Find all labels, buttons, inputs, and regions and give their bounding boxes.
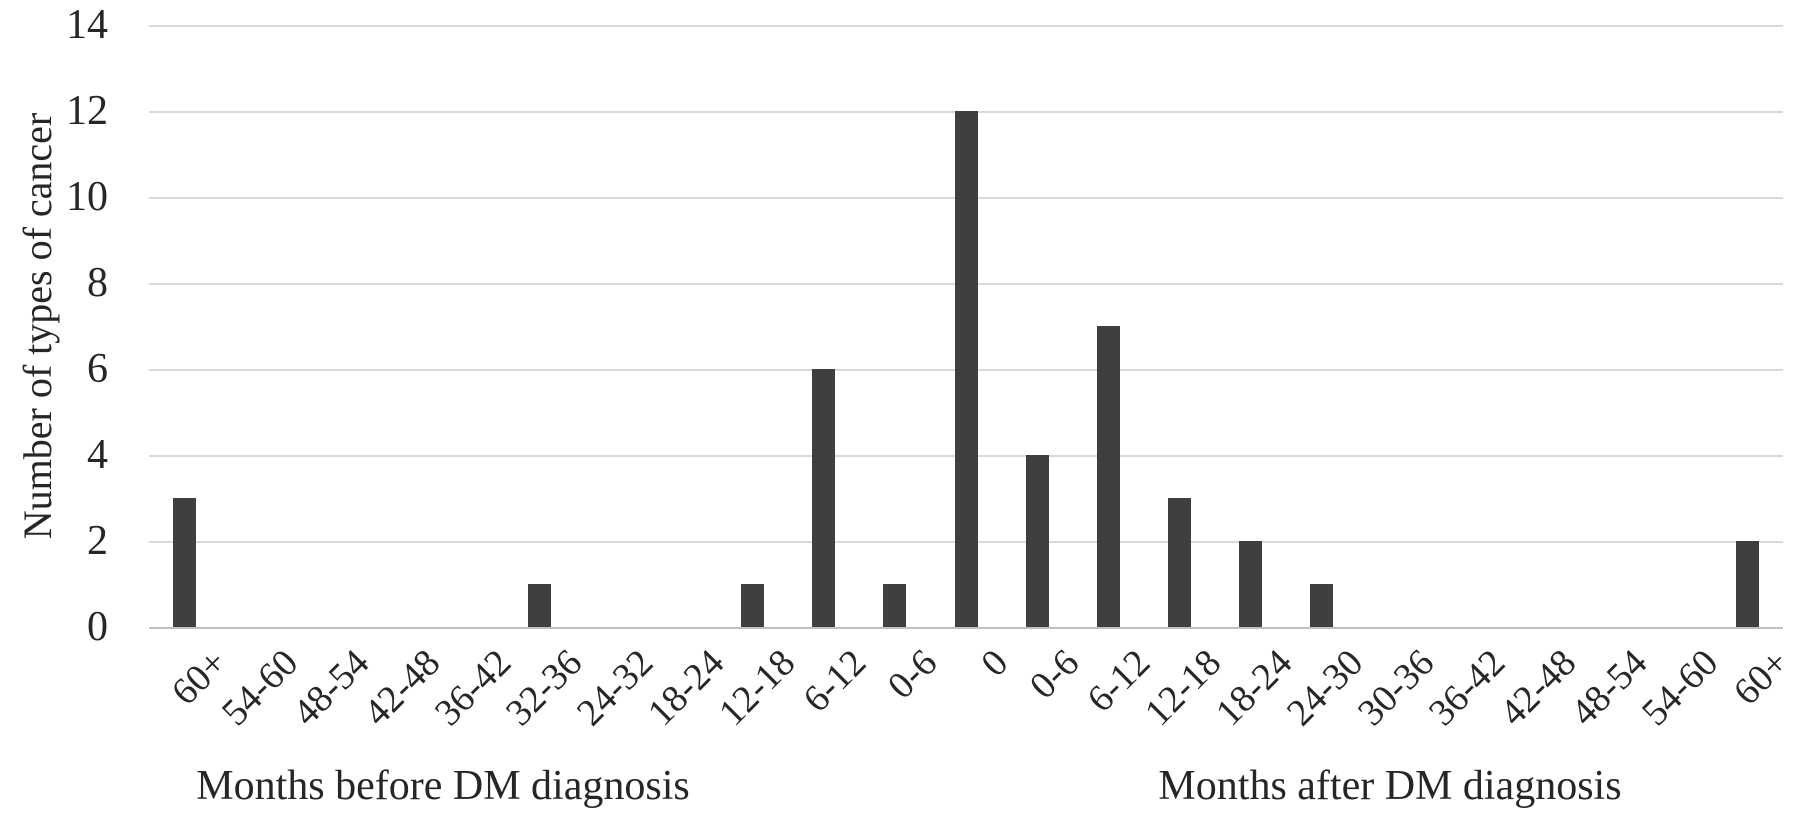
bar xyxy=(173,498,197,627)
x-axis-tick-label: 0-6 xyxy=(1021,641,1088,708)
x-axis-tick-label: 42-48 xyxy=(1492,641,1585,734)
x-axis-tick-label: 18-24 xyxy=(1208,641,1301,734)
bar xyxy=(528,584,552,627)
x-axis-tick-label: 60+ xyxy=(1726,641,1795,714)
bar xyxy=(812,369,836,627)
x-axis-tick-label: 48-54 xyxy=(284,641,377,734)
bar xyxy=(1167,498,1191,627)
x-axis-tick-label: 24-32 xyxy=(568,641,662,734)
gridline xyxy=(149,25,1783,27)
x-axis-line xyxy=(149,627,1783,629)
x-axis-tick-label: 12-18 xyxy=(710,641,804,734)
x-axis-tick-label: 36-42 xyxy=(1421,641,1514,734)
x-axis-group-label-before: Months before DM diagnosis xyxy=(196,763,690,809)
y-axis-tick-label: 8 xyxy=(87,260,108,306)
bar xyxy=(1735,541,1759,627)
y-axis-tick-label: 2 xyxy=(87,518,108,564)
y-axis-tick-label: 4 xyxy=(87,432,108,478)
bar xyxy=(1309,584,1333,627)
x-axis-tick-label: 54-60 xyxy=(1634,641,1727,734)
x-axis-tick-label: 18-24 xyxy=(639,641,733,734)
x-axis-tick-label: 24-30 xyxy=(1279,641,1372,734)
bar xyxy=(1096,326,1120,627)
x-axis-tick-label: 32-36 xyxy=(497,641,591,734)
y-axis-tick-label: 0 xyxy=(87,604,108,650)
y-axis-tick-label: 10 xyxy=(66,174,108,220)
bar xyxy=(741,584,765,627)
bar xyxy=(1025,455,1049,627)
x-axis-tick-label: 42-48 xyxy=(355,641,448,734)
x-axis-tick-label: 48-54 xyxy=(1563,641,1656,734)
x-axis-tick-label: 36-42 xyxy=(426,641,519,734)
bar xyxy=(883,584,907,627)
bar xyxy=(954,111,978,627)
y-axis-tick-label: 6 xyxy=(87,346,108,392)
x-axis-group-label-after: Months after DM diagnosis xyxy=(1158,763,1622,809)
y-axis-tick-label: 14 xyxy=(66,2,108,48)
x-axis-tick-label: 12-18 xyxy=(1137,641,1230,734)
x-axis-tick-label: 30-36 xyxy=(1350,641,1443,734)
bar xyxy=(1238,541,1262,627)
y-axis-tick-label: 12 xyxy=(66,88,108,134)
y-axis-title: Number of types of cancer xyxy=(15,112,60,540)
x-axis-tick-label: 0 xyxy=(973,641,1017,685)
x-axis-tick-label: 0-6 xyxy=(879,641,946,708)
x-axis-tick-label: 6-12 xyxy=(795,641,875,721)
x-axis-tick-label: 54-60 xyxy=(213,641,306,734)
